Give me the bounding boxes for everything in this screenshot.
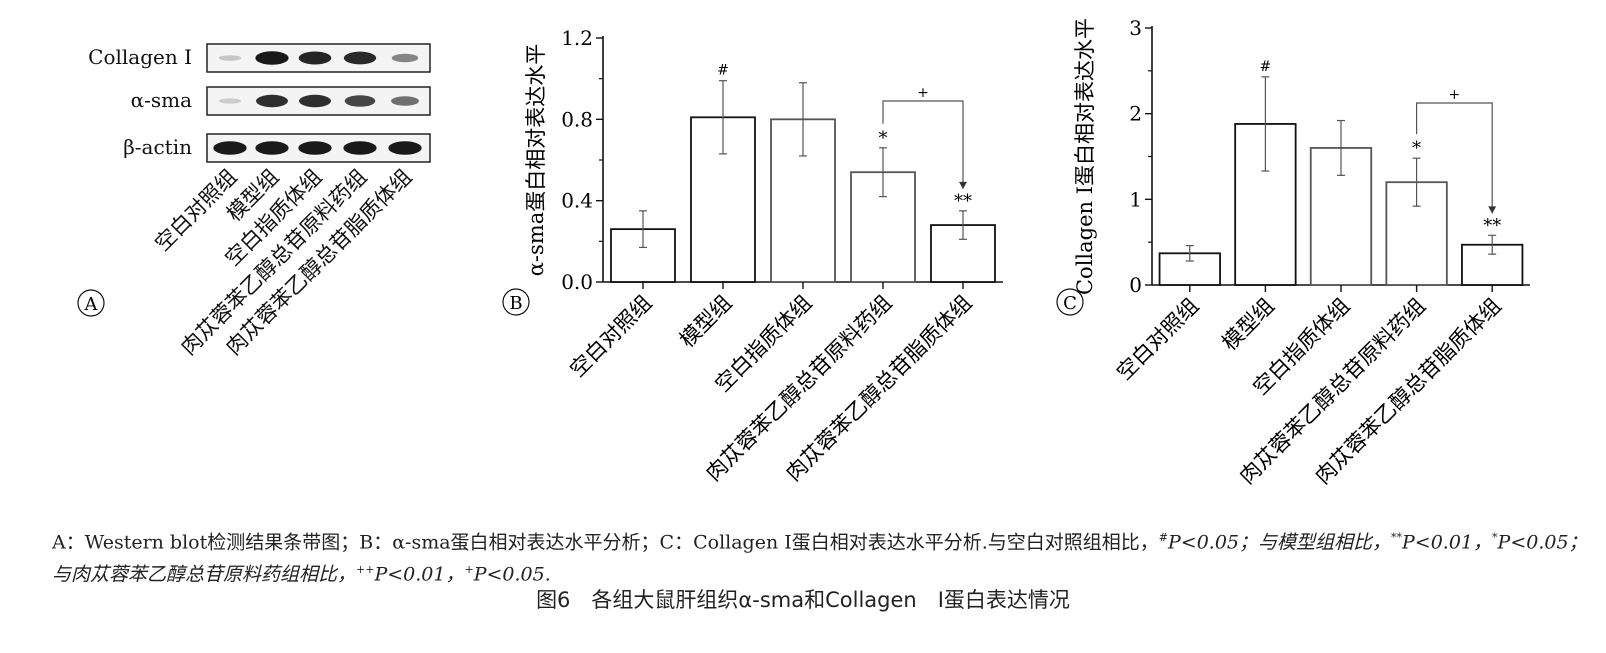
significance-mark: # (717, 63, 729, 79)
y-tick-label: 0 (1129, 273, 1142, 297)
x-tick-label: 模型组 (675, 291, 737, 353)
x-tick-label: 空白对照组 (565, 291, 656, 382)
caption-text-1: A：Western blot检测结果条带图；B：α-sma蛋白相对表达水平分析；… (52, 531, 1159, 554)
blot-band (213, 141, 247, 155)
blot-row-label: Collagen I (88, 45, 192, 69)
blot-row-label: β-actin (123, 135, 192, 159)
caption-sup-1: # (1158, 531, 1168, 544)
x-tick-label: 空白对照组 (1112, 294, 1203, 385)
bracket-arrow (959, 181, 967, 189)
western-blot-panel: Collagen Iα-smaβ-actin空白对照组模型组空白指质体组肉苁蓉苯… (77, 43, 431, 360)
panel-label: A (84, 294, 99, 315)
caption-sup-3: * (1492, 531, 1498, 544)
panel-label-circle (1056, 288, 1084, 316)
caption-sup-4: ++ (356, 563, 375, 577)
caption-sup-2: ** (1391, 531, 1403, 544)
blot-row-label: α-sma (131, 88, 192, 112)
y-tick-label: 0.4 (561, 189, 593, 213)
blot-band (256, 94, 288, 108)
blot-band (218, 55, 242, 61)
blot-band (344, 95, 376, 107)
panel-label-circle (502, 288, 530, 316)
y-tick-label: 2 (1129, 102, 1142, 126)
y-tick-label: 1 (1129, 187, 1142, 211)
significance-mark: * (879, 128, 888, 149)
significance-mark: * (1412, 138, 1421, 159)
caption-sup-5: + (464, 563, 474, 577)
y-axis-label: Collagen I蛋白相对表达水平 (1073, 18, 1097, 295)
significance-mark: # (1260, 59, 1272, 75)
blot-band (391, 53, 419, 63)
panel-label-circle (77, 289, 105, 317)
blot-band (343, 141, 377, 155)
blot-band (298, 141, 332, 155)
caption-text-5: P<0.01， (374, 563, 465, 586)
figure-caption: A：Western blot检测结果条带图；B：α-sma蛋白相对表达水平分析；… (52, 524, 1592, 589)
bracket-label: + (1449, 87, 1461, 103)
panel-label: C (1063, 293, 1077, 314)
bracket-label: + (917, 85, 929, 101)
blot-band (298, 51, 332, 65)
caption-text-3: P<0.01， (1402, 531, 1493, 554)
significance-mark: ** (1483, 215, 1501, 236)
blot-band (255, 141, 289, 155)
blot-band (391, 96, 419, 106)
alpha-sma-bar-chart: 0.00.40.81.2α-sma蛋白相对表达水平空白对照组#模型组空白指质体组… (502, 26, 1003, 486)
y-tick-label: 1.2 (561, 26, 593, 50)
blot-band (218, 98, 242, 104)
y-axis-label: α-sma蛋白相对表达水平 (524, 44, 548, 277)
blot-band (299, 94, 331, 108)
y-tick-label: 0.8 (561, 107, 593, 131)
comparison-bracket (1415, 102, 1493, 214)
panel-label: B (509, 293, 522, 314)
y-tick-label: 0.0 (561, 270, 593, 294)
x-tick-label: 模型组 (1217, 294, 1279, 356)
bracket-arrow (1488, 206, 1497, 214)
blot-band (255, 51, 289, 65)
significance-mark: ** (954, 191, 972, 212)
caption-text-6: P<0.05. (473, 563, 551, 586)
caption-text-2: P<0.05；与模型组相比， (1168, 531, 1392, 554)
y-tick-label: 3 (1129, 16, 1142, 40)
caption-text-4: P<0.05；与肉苁蓉苯乙醇总苷原料药组相比， (52, 531, 1588, 586)
blot-band (343, 51, 377, 65)
blot-band (388, 141, 422, 155)
figure-title: 图6 各组大鼠肝组织α-sma和Collagen Ⅰ蛋白表达情况 (536, 588, 1070, 612)
comparison-bracket (882, 100, 964, 189)
